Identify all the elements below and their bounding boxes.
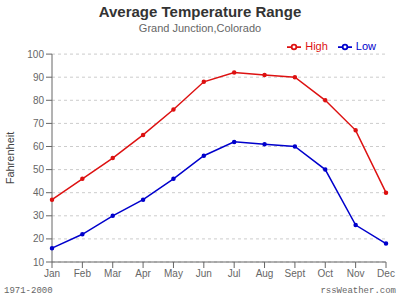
svg-text:May: May: [164, 268, 183, 279]
svg-text:50: 50: [33, 164, 45, 175]
html-text:High: High: [305, 40, 328, 52]
svg-text:Feb: Feb: [74, 268, 92, 279]
svg-text:40: 40: [33, 187, 45, 198]
svg-text:Oct: Oct: [317, 268, 333, 279]
svg-text:Fahrenheit: Fahrenheit: [8, 132, 16, 185]
svg-text:Apr: Apr: [135, 268, 151, 279]
svg-text:Jun: Jun: [196, 268, 212, 279]
svg-text:Sept: Sept: [285, 268, 306, 279]
html-text:Low: Low: [355, 40, 376, 52]
svg-text:Jul: Jul: [228, 268, 241, 279]
svg-text:100: 100: [27, 49, 44, 60]
svg-text:Jan: Jan: [44, 268, 60, 279]
svg-text:Dec: Dec: [377, 268, 392, 279]
svg-text:90: 90: [33, 72, 45, 83]
svg-text:80: 80: [33, 95, 45, 106]
svg-text:20: 20: [33, 233, 45, 244]
svg-text:Aug: Aug: [256, 268, 274, 279]
svg-text:10: 10: [33, 257, 45, 268]
svg-text:30: 30: [33, 210, 45, 221]
svg-text:70: 70: [33, 118, 45, 129]
html-text:1971-2000: 1971-2000: [4, 286, 53, 296]
svg-text:60: 60: [33, 141, 45, 152]
html-text:Average Temperature Range: Average Temperature Range: [98, 3, 302, 20]
svg-text:Mar: Mar: [104, 268, 122, 279]
html-text:rssWeather.com: rssWeather.com: [320, 286, 396, 296]
html-text:Grand Junction,Colorado: Grand Junction,Colorado: [138, 22, 262, 34]
svg-text:Nov: Nov: [347, 268, 365, 279]
